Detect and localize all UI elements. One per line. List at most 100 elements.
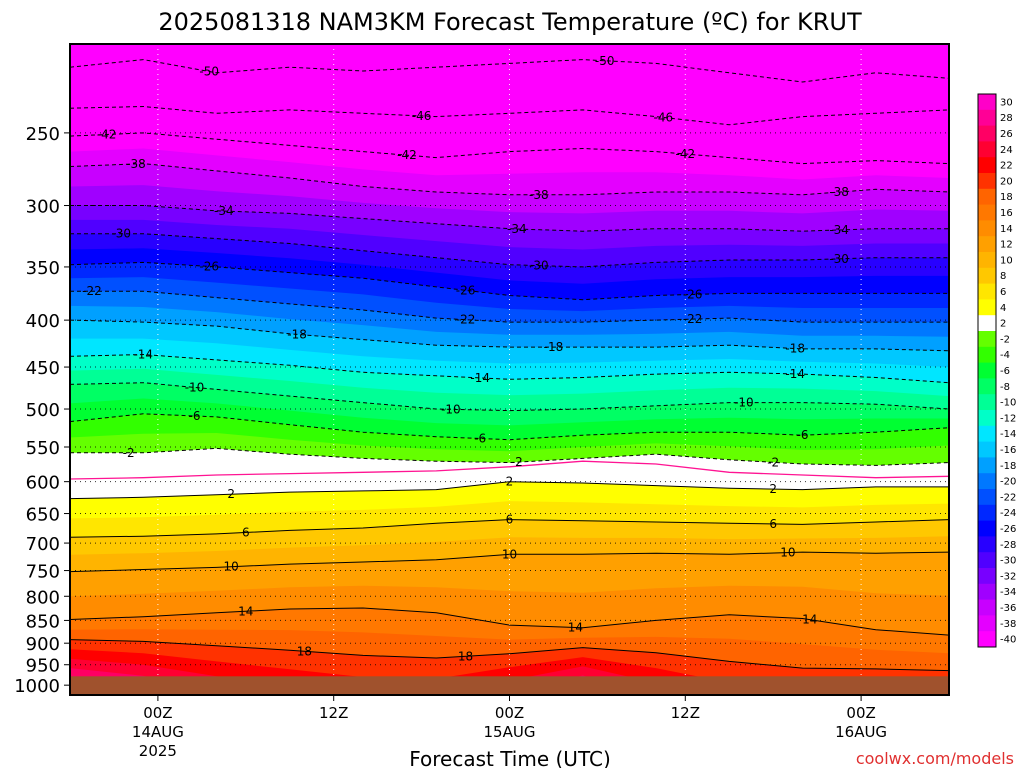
y-tick-label: 500 [26, 400, 60, 421]
colorbar-swatch [978, 473, 996, 490]
colorbar-swatch [978, 615, 996, 632]
isotherm-line [70, 481, 949, 500]
colorbar-swatch [978, 220, 996, 237]
colorbar-swatch [978, 109, 996, 127]
isotherm-contours [70, 59, 949, 672]
colorbar-label: -6 [1000, 366, 1010, 377]
isotherm-label: -10 [185, 380, 205, 394]
isotherm-label: -6 [474, 432, 486, 446]
temperature-bands [70, 44, 949, 695]
isotherm-label: 10 [780, 546, 795, 560]
colorbar-swatch [978, 394, 996, 411]
colorbar-swatch [978, 583, 996, 601]
colorbar-label: -38 [1000, 619, 1016, 630]
x-tick-label: 12Z [671, 704, 700, 722]
colorbar-label: 12 [1000, 240, 1013, 251]
isotherm-label: -2 [511, 455, 523, 469]
y-tick-label: 350 [26, 258, 60, 279]
colorbar-label: -24 [1000, 508, 1016, 519]
isotherm-label: -46 [412, 109, 432, 123]
isotherm-label: -42 [675, 147, 695, 161]
isotherm-label: -42 [97, 127, 117, 141]
y-tick-label: 750 [26, 562, 60, 583]
isotherm-label: 2 [506, 475, 514, 489]
colorbar-swatch [978, 173, 996, 190]
colorbar-label: 6 [1000, 287, 1006, 298]
colorbar-swatch [978, 141, 996, 158]
x-tick-sublabel: 16AUG [835, 723, 887, 741]
freezing-level-line [70, 460, 949, 480]
colorbar-swatch [978, 631, 996, 648]
isotherm-label: -30 [111, 227, 131, 241]
colorbar-label: -32 [1000, 571, 1016, 582]
isotherm-line [70, 163, 949, 196]
isotherm-label: -42 [397, 148, 417, 162]
isotherm-label: -6 [189, 409, 201, 423]
colorbar-label: 4 [1000, 303, 1006, 314]
isotherm-label: 6 [242, 525, 250, 539]
ground-surface [70, 676, 949, 695]
grid-lines [70, 44, 949, 677]
isotherm-label: 14 [568, 621, 583, 635]
isotherm-label: 18 [458, 649, 473, 663]
isotherm-label: 6 [506, 513, 514, 527]
colorbar-swatch [978, 441, 996, 458]
colorbar-label: -36 [1000, 603, 1016, 614]
isotherm-label: -2 [767, 455, 779, 469]
x-tick-sublabel: 15AUG [484, 723, 536, 741]
colorbar-label: -34 [1000, 587, 1016, 598]
colorbar-swatch [978, 236, 996, 253]
isotherm-label: 10 [224, 560, 239, 574]
isotherm-label: 2 [227, 487, 235, 501]
colorbar-frame [977, 93, 997, 648]
colorbar-swatch [978, 520, 996, 537]
x-tick-label: 12Z [319, 704, 348, 722]
y-tick-label: 1000 [14, 676, 60, 697]
isotherm-line [70, 261, 949, 301]
colorbar-swatch [978, 425, 996, 443]
isotherm-label: -34 [507, 222, 527, 236]
isotherm-label: -22 [683, 312, 703, 326]
colorbar-label: -40 [1000, 635, 1016, 646]
colorbar-label: -14 [1000, 429, 1016, 440]
x-tick-sublabel: 2025 [139, 742, 177, 760]
x-tick-label: 00Z [846, 704, 875, 722]
isotherm-label: -26 [683, 287, 703, 301]
colorbar-swatch [978, 94, 996, 111]
isotherm-label: -2 [123, 446, 135, 460]
isotherm-label: -14 [470, 371, 490, 385]
isotherm-label: -22 [456, 313, 476, 327]
colorbar-label: -20 [1000, 477, 1016, 488]
colorbar-swatch [978, 188, 996, 206]
colorbar-label: -30 [1000, 556, 1016, 567]
colorbar-swatch [978, 252, 996, 269]
contour-group [70, 59, 949, 672]
colorbar-label: -22 [1000, 492, 1016, 503]
isotherm-label: -30 [529, 259, 549, 273]
isotherm-line [70, 519, 949, 538]
colorbar-swatch [978, 299, 996, 316]
isotherm-label: -26 [199, 259, 219, 273]
isotherm-label: -38 [829, 185, 849, 199]
colorbar-label: -10 [1000, 398, 1016, 409]
colorbar-swatch [978, 552, 996, 569]
isotherm-line [70, 59, 949, 83]
y-tick-label: 850 [26, 611, 60, 632]
colorbar-label: 18 [1000, 192, 1013, 203]
isotherm-label: -46 [654, 110, 674, 124]
colorbar-swatch [978, 331, 996, 348]
y-tick-label: 650 [26, 505, 60, 526]
colorbar-label: 10 [1000, 255, 1013, 266]
isotherm-label: 18 [297, 644, 312, 658]
x-tick-sublabel: 14AUG [132, 723, 184, 741]
colorbar-label: -16 [1000, 445, 1016, 456]
colorbar-label: -4 [1000, 350, 1010, 361]
colorbar-label: -28 [1000, 540, 1016, 551]
colorbar-swatch [978, 489, 996, 506]
chart-title: 2025081318 NAM3KM Forecast Temperature (… [158, 8, 862, 36]
isotherm-label: -6 [797, 428, 809, 442]
y-tick-label: 950 [26, 656, 60, 677]
colorbar-label: 26 [1000, 129, 1013, 140]
